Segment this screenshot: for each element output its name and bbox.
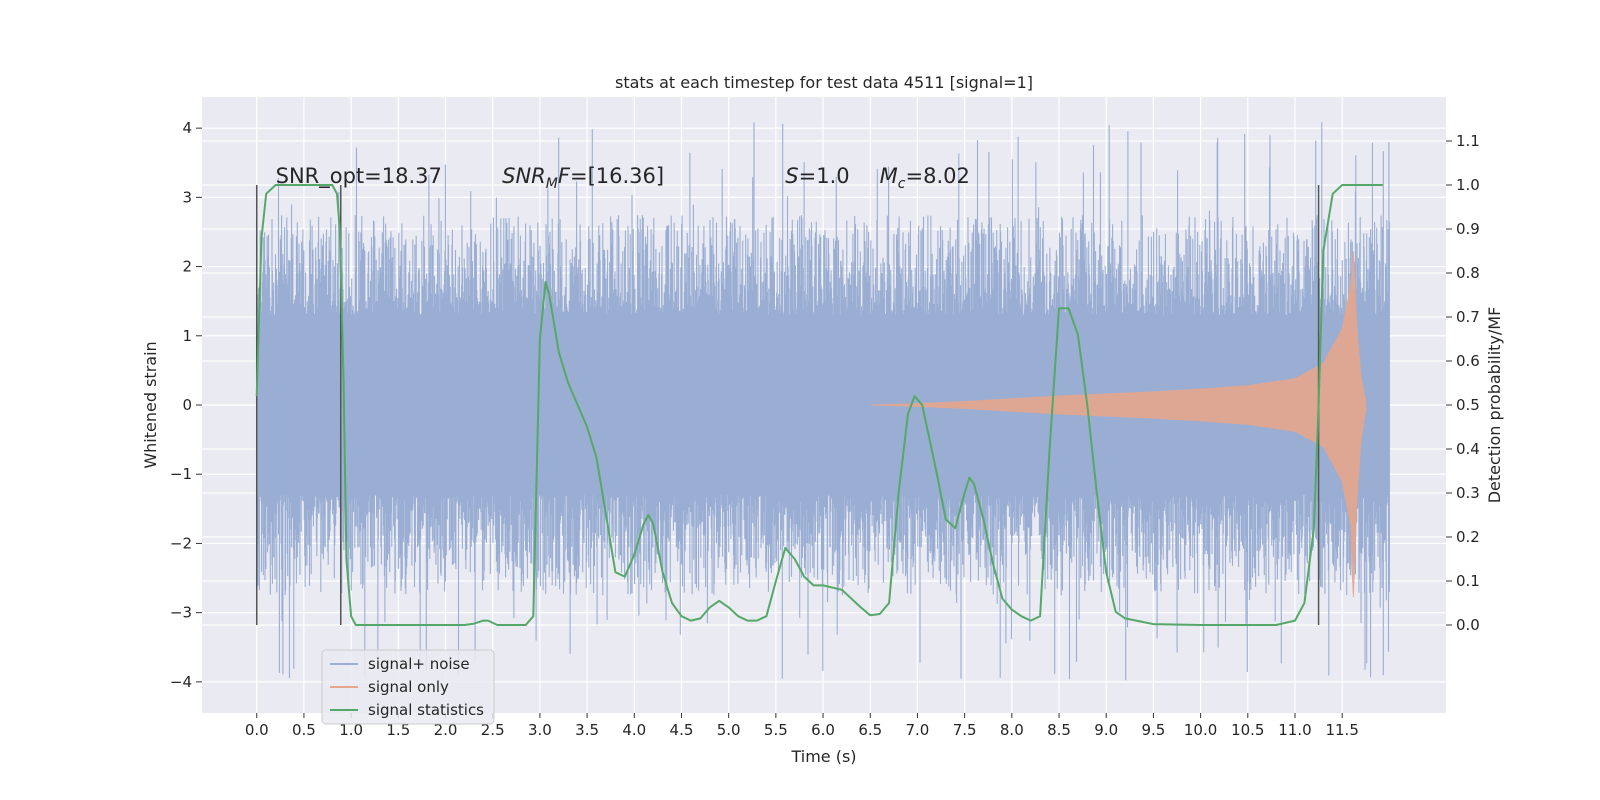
x-tick-label: 4.0: [622, 721, 646, 739]
x-tick-label: 11.0: [1278, 721, 1311, 739]
y-right-tick-label: 0.2: [1456, 528, 1480, 546]
y-right-tick-label: 1.1: [1456, 132, 1480, 150]
signal-statistics-series: [255, 184, 1383, 626]
x-tick-label: 2.5: [481, 721, 505, 739]
legend: signal+ noise signal only signal statistic…: [321, 649, 495, 725]
y-right-tick-label: 0.4: [1456, 440, 1480, 458]
y-right-tick-label: 0.1: [1456, 572, 1480, 590]
y-right-tick-label: 0.5: [1456, 396, 1480, 414]
annotation-mc: Mc=8.02: [880, 164, 970, 192]
y-left-tick-label: 4: [182, 119, 192, 137]
x-tick-label: 8.5: [1047, 721, 1071, 739]
y-right-tick-label: 0.0: [1456, 616, 1480, 634]
x-tick-label: 4.5: [670, 721, 694, 739]
x-tick-label: 2.0: [434, 721, 458, 739]
x-tick-label: 0.5: [292, 721, 316, 739]
x-tick-label: 10.5: [1231, 721, 1264, 739]
y-right-axis-label: Detection probability/MF: [1485, 307, 1504, 504]
annotation-s: S=1.0: [785, 164, 849, 188]
x-tick-label: 0.0: [245, 721, 269, 739]
x-tick-label: 10.0: [1184, 721, 1217, 739]
legend-label: signal statistics: [368, 701, 484, 719]
x-axis-label: Time (s): [790, 747, 856, 766]
y-right-tick-label: 0.9: [1456, 220, 1480, 238]
y-right-tick-label: 0.8: [1456, 264, 1480, 282]
x-tick-label: 3.0: [528, 721, 552, 739]
x-tick-label: 6.0: [811, 721, 835, 739]
signal-only-series: [870, 251, 1367, 598]
x-tick-label: 7.5: [953, 721, 977, 739]
x-tick-label: 3.5: [575, 721, 599, 739]
x-tick-label: 11.5: [1325, 721, 1358, 739]
chart-title: stats at each timestep for test data 451…: [615, 73, 1033, 92]
y-right-tick-label: 0.6: [1456, 352, 1480, 370]
y-left-axis-ticks: 4 3 2 1 0 −1 −2 −3 −4: [170, 119, 202, 691]
legend-label: signal+ noise: [368, 655, 470, 673]
y-left-tick-label: 0: [182, 396, 192, 414]
y-right-tick-label: 0.3: [1456, 484, 1480, 502]
y-left-tick-label: −2: [170, 534, 192, 552]
annotation-snr-opt: SNR_opt=18.37: [276, 164, 442, 189]
x-tick-label: 1.5: [386, 721, 410, 739]
y-left-tick-label: 3: [182, 188, 192, 206]
x-tick-label: 9.0: [1094, 721, 1118, 739]
y-left-axis-label: Whitened strain: [141, 341, 160, 468]
annotation-snr-mf: SNRMF=[16.36]: [502, 164, 664, 192]
y-left-tick-label: 1: [182, 327, 192, 345]
x-tick-label: 5.5: [764, 721, 788, 739]
legend-box: [321, 649, 495, 725]
legend-label: signal only: [368, 678, 449, 696]
y-left-tick-label: −1: [170, 465, 192, 483]
chirp-envelope: [870, 251, 1367, 598]
y-right-tick-label: 1.0: [1456, 176, 1480, 194]
y-left-tick-label: −4: [170, 673, 192, 691]
y-left-tick-label: −3: [170, 604, 192, 622]
y-left-tick-label: 2: [182, 258, 192, 276]
annotations: SNR_opt=18.37 SNRMF=[16.36] S=1.0 Mc=8.02: [276, 164, 970, 192]
y-right-axis-ticks: 1.1 1.0 0.9 0.8 0.7 0.6 0.5 0.4 0.3 0.2 0.1 0.0: [1446, 132, 1480, 634]
x-tick-label: 7.0: [906, 721, 930, 739]
x-tick-label: 8.0: [1000, 721, 1024, 739]
x-axis-ticks: 0.0 0.5 1.0 1.5 2.0 2.5 3.0 3.5 4.0 4.5 5.0 5.5 6.0 6…: [245, 713, 1359, 739]
x-tick-label: 9.5: [1141, 721, 1165, 739]
x-tick-label: 6.5: [858, 721, 882, 739]
y-right-tick-label: 0.7: [1456, 308, 1480, 326]
stats-line: [255, 184, 1383, 626]
x-tick-label: 5.0: [717, 721, 741, 739]
x-tick-label: 1.0: [339, 721, 363, 739]
